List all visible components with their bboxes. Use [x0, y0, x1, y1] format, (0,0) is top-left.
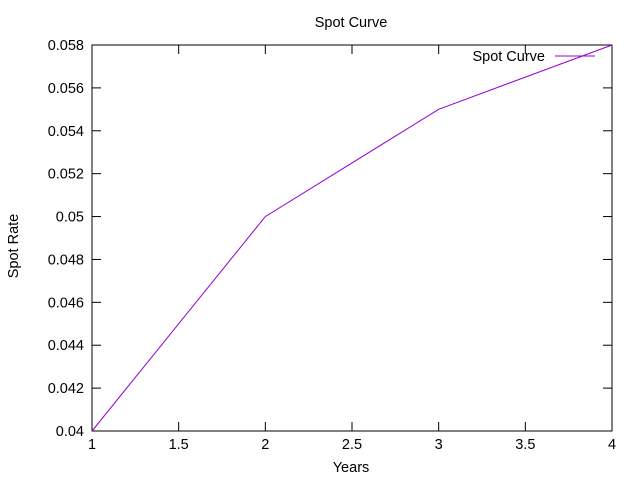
legend: Spot Curve: [472, 49, 595, 65]
x-tick-label: 2.5: [342, 437, 362, 453]
y-tick-label: 0.044: [48, 338, 84, 354]
y-tick-label: 0.056: [48, 81, 84, 97]
y-tick-label: 0.058: [48, 38, 84, 54]
x-axis-label: Years: [333, 460, 370, 476]
x-tick-label: 3.5: [515, 437, 535, 453]
y-axis-label: Spot Rate: [6, 214, 22, 279]
y-tick-label: 0.042: [48, 381, 84, 397]
y-tick-label: 0.046: [48, 295, 84, 311]
x-tick-label: 1: [88, 437, 96, 453]
y-tick-label: 0.048: [48, 252, 84, 268]
chart-title: Spot Curve: [315, 15, 388, 31]
series-group: [91, 44, 613, 432]
plot-frame: [91, 44, 613, 432]
y-tick-label: 0.052: [48, 167, 84, 183]
x-tick-label: 2: [261, 437, 269, 453]
x-tick-label: 1.5: [169, 437, 189, 453]
legend-label: Spot Curve: [472, 49, 545, 65]
x-tick-label: 3: [435, 437, 443, 453]
series-line-spot-curve: [91, 44, 613, 432]
axis-ticks: 0.04 0.042 0.044 0.046 0.048 0.05 0.052 0.054 0.…: [48, 38, 616, 453]
y-tick-label: 0.054: [48, 124, 84, 140]
y-tick-label: 0.05: [56, 210, 84, 226]
y-tick-label: 0.04: [56, 424, 84, 440]
x-tick-label: 4: [608, 437, 616, 453]
